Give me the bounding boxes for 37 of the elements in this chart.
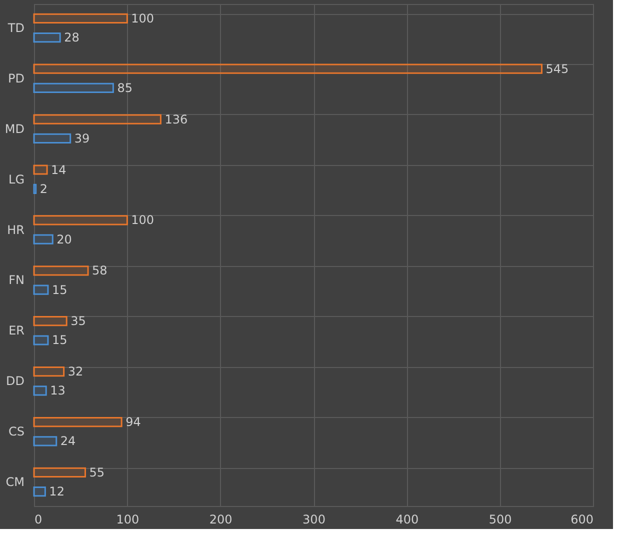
y-tick-label: LG [8, 172, 24, 186]
data-label: 12 [49, 484, 64, 499]
y-tick-label: PD [8, 71, 24, 86]
x-tick-label: 400 [396, 512, 419, 526]
y-tick-label: HR [7, 222, 24, 237]
data-label: 13 [50, 384, 66, 398]
data-label: 39 [74, 131, 90, 146]
y-tick-label: CS [8, 424, 24, 439]
x-tick-label: 600 [570, 512, 594, 526]
data-label: 136 [164, 112, 188, 126]
x-tick-label: 500 [488, 512, 512, 526]
data-label: 20 [56, 232, 72, 246]
data-label: 94 [126, 415, 141, 430]
data-label: 85 [117, 80, 132, 95]
data-label: 32 [68, 364, 84, 379]
data-label: 28 [64, 30, 80, 45]
x-tick-label: 100 [116, 512, 140, 526]
data-label: 58 [92, 264, 108, 278]
x-tick-label: 200 [209, 512, 232, 526]
data-label: 15 [52, 333, 68, 348]
data-label: 545 [546, 62, 569, 76]
x-tick-label: 0 [34, 512, 42, 526]
y-tick-label: MD [4, 122, 24, 136]
y-tick-label: FN [8, 273, 24, 288]
data-label: 14 [51, 162, 66, 177]
data-label: 100 [131, 11, 154, 26]
y-tick-label: DD [6, 374, 24, 388]
data-label: 24 [60, 434, 76, 448]
y-tick-label: TD [6, 20, 24, 35]
data-label: 2 [40, 182, 48, 196]
y-tick-label: CM [6, 475, 24, 490]
data-label: 35 [70, 314, 86, 328]
data-label: 55 [89, 465, 105, 480]
x-tick-label: 300 [302, 512, 326, 526]
data-label: 100 [131, 213, 154, 228]
data-label: 15 [52, 282, 68, 297]
y-tick-label: ER [8, 324, 24, 338]
